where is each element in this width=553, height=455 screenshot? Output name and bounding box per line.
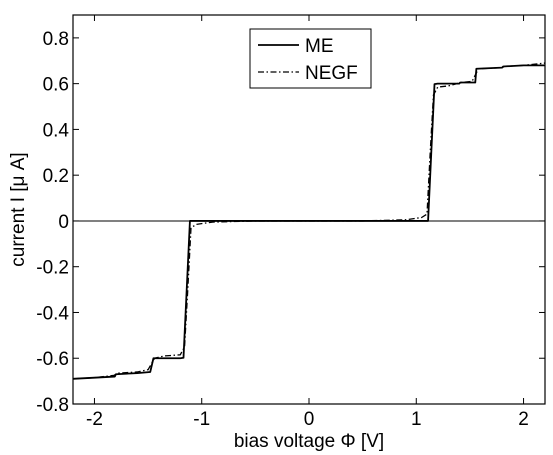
legend: ME NEGF [249,28,372,89]
x-axis: -2 -1 0 1 2 [86,15,529,430]
y-tick-label: 0 [58,212,69,233]
legend-label-me: ME [305,36,334,57]
legend-box [249,28,372,89]
y-axis: -0.8 -0.6 -0.4 -0.2 0 0.2 0.4 0.6 0.8 [36,29,545,416]
y-tick-label: -0.2 [36,258,69,279]
y-tick-label: 0.4 [43,120,70,141]
x-tick-label: 1 [411,409,422,430]
y-axis-label: current I [μ A] [8,152,29,266]
x-axis-label: bias voltage Φ [V] [234,431,384,452]
x-tick-label: -1 [193,409,210,430]
x-tick-label: -2 [86,409,103,430]
y-tick-label: -0.8 [36,395,69,416]
y-tick-label: 0.6 [43,75,69,96]
series-layer [72,62,546,380]
series-line-me [72,64,545,380]
legend-label-negf: NEGF [305,63,358,84]
x-tick-label: 2 [518,409,529,430]
y-tick-label: 0.8 [43,29,69,50]
series-line-negf [72,62,546,380]
y-tick-label: 0.2 [43,166,69,187]
y-tick-label: -0.4 [36,303,69,324]
x-tick-label: 0 [304,409,315,430]
y-tick-label: -0.6 [36,349,69,370]
